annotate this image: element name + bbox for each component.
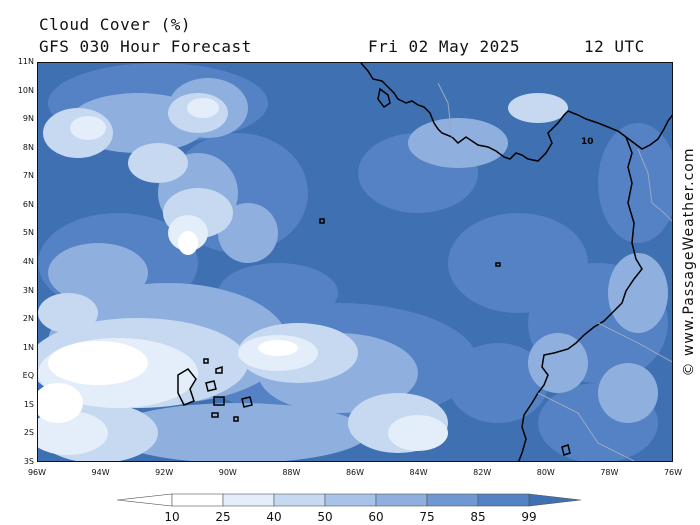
legend-label: 50 xyxy=(317,510,333,524)
map-canvas: 10 xyxy=(38,63,672,461)
island-label: 10 xyxy=(581,137,594,147)
lat-label: 1S xyxy=(23,399,34,409)
lat-label: 4N xyxy=(22,257,34,266)
lat-label: 2S xyxy=(23,428,34,438)
legend-arrow-right xyxy=(528,493,582,507)
legend-label: 75 xyxy=(419,510,435,524)
lat-label: EQ xyxy=(22,371,34,381)
lat-label: 1N xyxy=(22,342,34,352)
lon-label: 96W xyxy=(27,468,47,477)
lat-label: 9N xyxy=(22,114,34,124)
legend-swatch xyxy=(426,493,479,507)
lon-label: 90W xyxy=(218,468,237,477)
color-legend xyxy=(117,493,582,507)
legend-label: 40 xyxy=(266,510,282,524)
lat-label: 3N xyxy=(22,285,34,295)
lon-label: 80W xyxy=(536,468,555,477)
legend-swatch xyxy=(171,493,224,507)
legend-swatch xyxy=(375,493,428,507)
legend-label: 85 xyxy=(470,510,486,524)
lat-label: 7N xyxy=(22,171,34,181)
forecast-date: Fri 02 May 2025 xyxy=(368,37,520,56)
legend-label: 25 xyxy=(215,510,231,524)
legend-arrow-left xyxy=(117,493,173,507)
lon-label: 92W xyxy=(155,468,174,477)
lat-label: 3S xyxy=(23,457,34,466)
lat-label: 5N xyxy=(22,228,34,238)
lon-label: 84W xyxy=(409,468,428,477)
lat-label: 6N xyxy=(22,199,34,209)
map-title: Cloud Cover (%) xyxy=(39,15,191,34)
legend-swatch xyxy=(477,493,530,507)
legend-label: 99 xyxy=(521,510,537,524)
lat-label: 2N xyxy=(22,314,34,324)
legend-swatch xyxy=(273,493,326,507)
legend-label: 10 xyxy=(164,510,180,524)
lon-label: 94W xyxy=(91,468,110,477)
forecast-time: 12 UTC xyxy=(584,37,645,56)
lon-label: 78W xyxy=(600,468,619,477)
cloud-field xyxy=(38,63,672,461)
lat-label: 10N xyxy=(17,85,34,95)
credit-text: © www.PassageWeather.com xyxy=(681,147,697,377)
legend-label: 60 xyxy=(368,510,384,524)
cloud-cover-map: 10 xyxy=(37,62,673,462)
coastline xyxy=(177,63,672,461)
forecast-subtitle: GFS 030 Hour Forecast xyxy=(39,37,252,56)
lon-label: 88W xyxy=(282,468,301,477)
legend-swatch xyxy=(324,493,377,507)
lon-label: 86W xyxy=(345,468,365,477)
borders xyxy=(437,82,672,461)
lon-label: 76W xyxy=(663,468,683,477)
legend-swatch xyxy=(222,493,275,507)
lat-label: 11N xyxy=(17,57,34,66)
lon-label: 82W xyxy=(473,468,492,477)
lat-label: 8N xyxy=(22,142,34,152)
